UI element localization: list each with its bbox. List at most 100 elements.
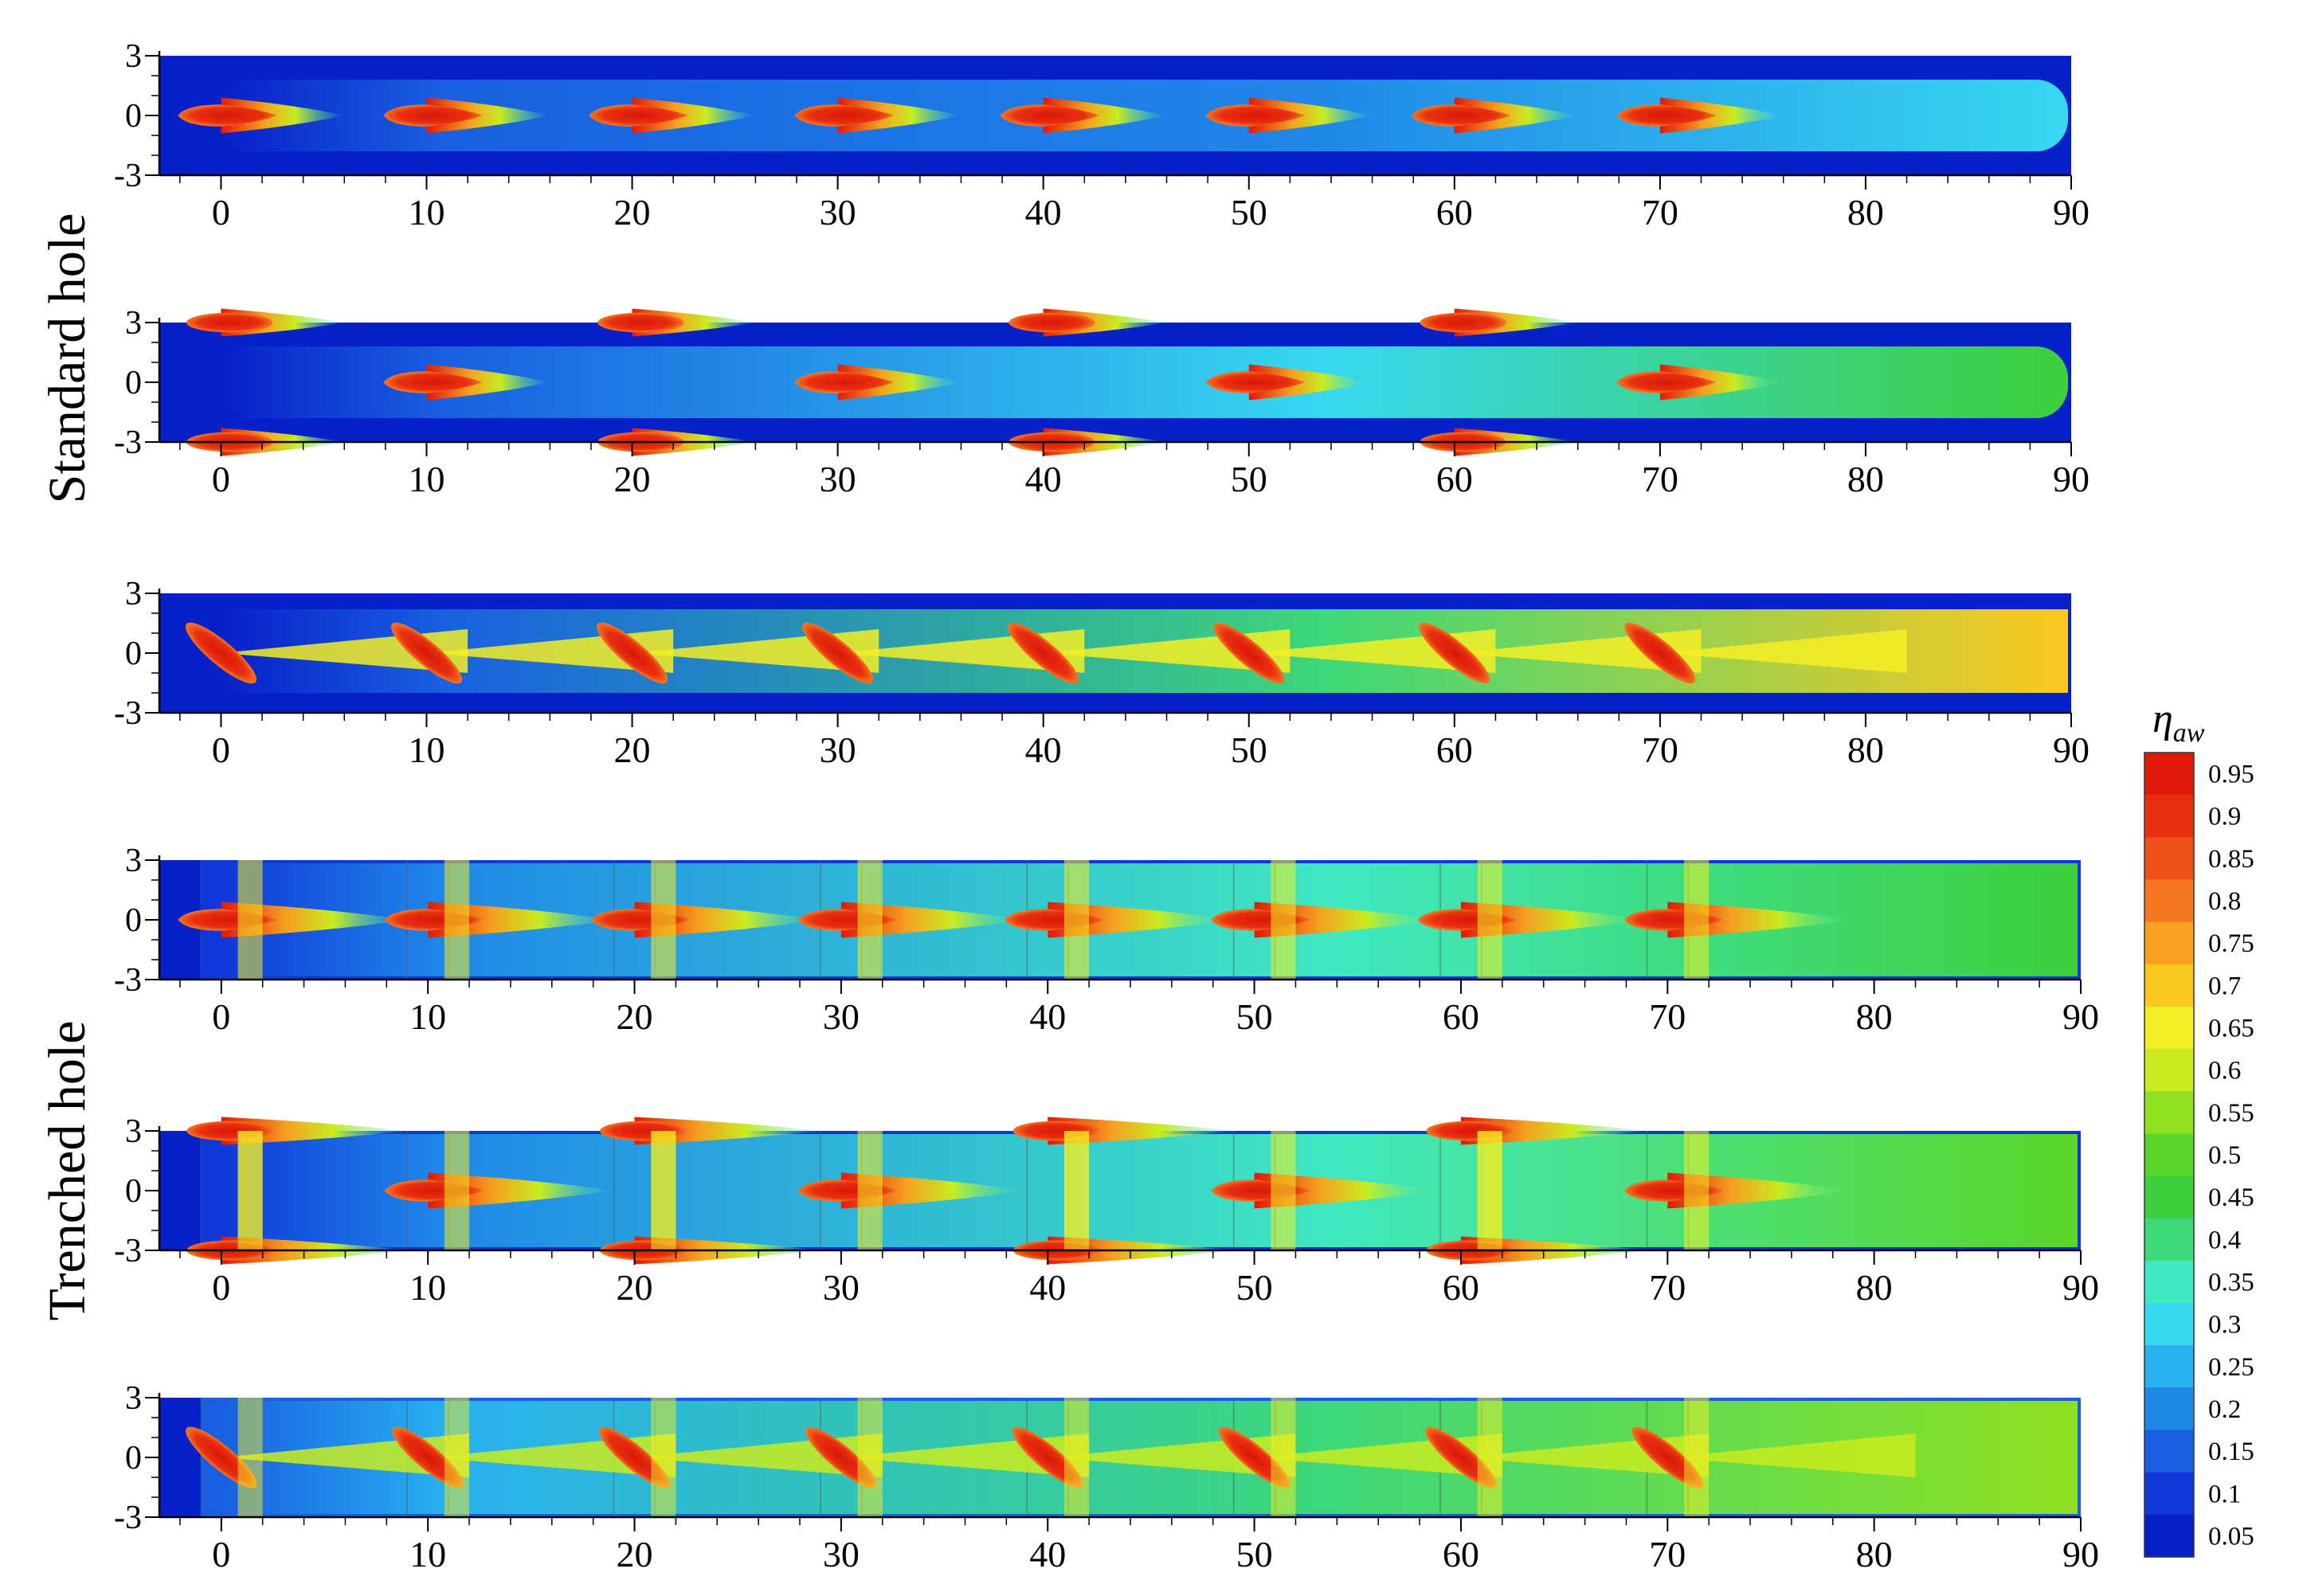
x-tick-label: 30	[820, 730, 856, 770]
trench-spread-streak	[857, 1398, 883, 1517]
hole-spot	[1009, 312, 1095, 333]
plume-tail	[221, 1117, 408, 1145]
coolant-hole-jet	[1211, 860, 1440, 980]
x-tick-label: 30	[823, 1534, 860, 1574]
y-tick-label: 0	[125, 902, 142, 939]
x-tick-label: 60	[1436, 730, 1473, 770]
trench-spread-streak	[1477, 1131, 1502, 1250]
x-tick-label: 80	[1856, 996, 1893, 1037]
plume-tail	[840, 1172, 1028, 1209]
x-tick-label: 70	[1642, 192, 1678, 233]
x-tick-label: 80	[1856, 1534, 1893, 1574]
x-tick-label: 60	[1436, 459, 1473, 499]
colorbar-label: 0.2	[2208, 1395, 2241, 1424]
colorbar-swatch	[2144, 964, 2194, 1007]
x-tick-label: 10	[408, 459, 445, 499]
x-tick-label: 50	[1231, 192, 1267, 233]
trench-spread-streak	[444, 1131, 470, 1250]
upstream-strip	[159, 1131, 201, 1250]
coolant-hole-jet	[797, 1131, 1028, 1250]
trench-spread-streak	[857, 1131, 883, 1250]
coolant-hole-jet	[178, 860, 408, 980]
colorbar-swatch	[2144, 1303, 2194, 1346]
coolant-hole-jet	[794, 97, 962, 134]
coolant-hole-jet	[1004, 860, 1234, 980]
hole-spot	[383, 371, 483, 393]
coolant-hole-jet	[383, 97, 550, 134]
colorbar-title: ηaw	[2152, 696, 2205, 748]
x-tick-label: 80	[1847, 192, 1884, 233]
x-tick-label: 40	[1029, 1267, 1066, 1308]
x-tick-label: 10	[408, 730, 445, 770]
trench-spread-streak	[1477, 1398, 1502, 1517]
hole-spot	[1205, 104, 1306, 127]
x-tick-label: 50	[1231, 459, 1267, 499]
plume-tail	[1659, 629, 1907, 673]
x-tick-label: 20	[617, 1534, 653, 1574]
x-tick-label: 70	[1642, 459, 1678, 499]
colorbar-label: 0.95	[2208, 761, 2254, 789]
hole-spot	[1008, 622, 1079, 684]
colorbar-label: 0.5	[2208, 1141, 2241, 1170]
x-tick-label: 0	[212, 459, 230, 499]
x-tick-label: 80	[1856, 1267, 1893, 1308]
plume-tail	[1667, 1434, 1916, 1477]
trench-spread-streak	[651, 1131, 676, 1250]
colorbar-swatch	[2144, 837, 2194, 880]
y-tick-label: 0	[125, 1173, 142, 1210]
x-tick-label: 80	[1847, 730, 1884, 770]
colorbar-swatch	[2144, 879, 2194, 923]
colorbar-swatch	[2144, 1218, 2194, 1262]
coolant-hole-jet	[1616, 97, 1784, 134]
y-tick-label: 3	[125, 1380, 142, 1417]
colorbar-swatch	[2144, 1260, 2194, 1304]
x-tick-label: 30	[823, 996, 860, 1037]
plume-tail	[426, 97, 550, 134]
x-tick-label: 0	[212, 730, 230, 770]
x-tick-label: 90	[2053, 730, 2090, 770]
y-tick-label: 3	[125, 38, 142, 75]
colorbar-label: 0.4	[2208, 1226, 2241, 1254]
plume-tail	[1248, 364, 1373, 401]
x-tick-label: 70	[1649, 996, 1686, 1037]
plume-tail	[837, 97, 962, 134]
coolant-hole-jet	[589, 97, 756, 134]
coolant-hole-jet	[383, 364, 550, 401]
colorbar-label: 0.9	[2208, 803, 2241, 831]
y-tick-label: 3	[125, 843, 142, 879]
coolant-hole-jet	[1205, 364, 1373, 401]
y-tick-label: -3	[114, 695, 142, 732]
coolant-hole-jet	[178, 97, 345, 134]
hole-spot	[186, 312, 273, 333]
plume-tail	[428, 1172, 614, 1209]
plume-tail	[428, 902, 614, 938]
x-tick-label: 90	[2053, 192, 2090, 233]
y-tick-label: 3	[125, 305, 142, 342]
coolant-hole-jet	[1417, 860, 1647, 980]
trench-spread-streak	[237, 860, 263, 980]
hole-spot	[178, 104, 277, 127]
plume-tail	[1248, 97, 1373, 134]
y-tick-label: 0	[125, 365, 142, 401]
plume-tail	[632, 97, 756, 134]
hole-spot	[597, 622, 668, 684]
x-tick-label: 80	[1847, 459, 1884, 499]
trench-spread-streak	[1063, 1398, 1090, 1517]
x-tick-label: 90	[2053, 459, 2090, 499]
colorbar-label: 0.75	[2208, 929, 2254, 958]
colorbar-swatch	[2144, 753, 2194, 796]
x-tick-label: 40	[1029, 1534, 1066, 1574]
colorbar-swatch	[2144, 1514, 2194, 1558]
plume-tail	[840, 902, 1028, 938]
hole-spot	[1205, 371, 1306, 393]
y-tick-label: 3	[125, 1113, 142, 1150]
coolant-coverage-band	[221, 346, 2068, 418]
trench-spread-streak	[237, 1398, 263, 1517]
colorbar-swatch	[2144, 921, 2194, 965]
x-tick-label: 0	[212, 1534, 230, 1574]
